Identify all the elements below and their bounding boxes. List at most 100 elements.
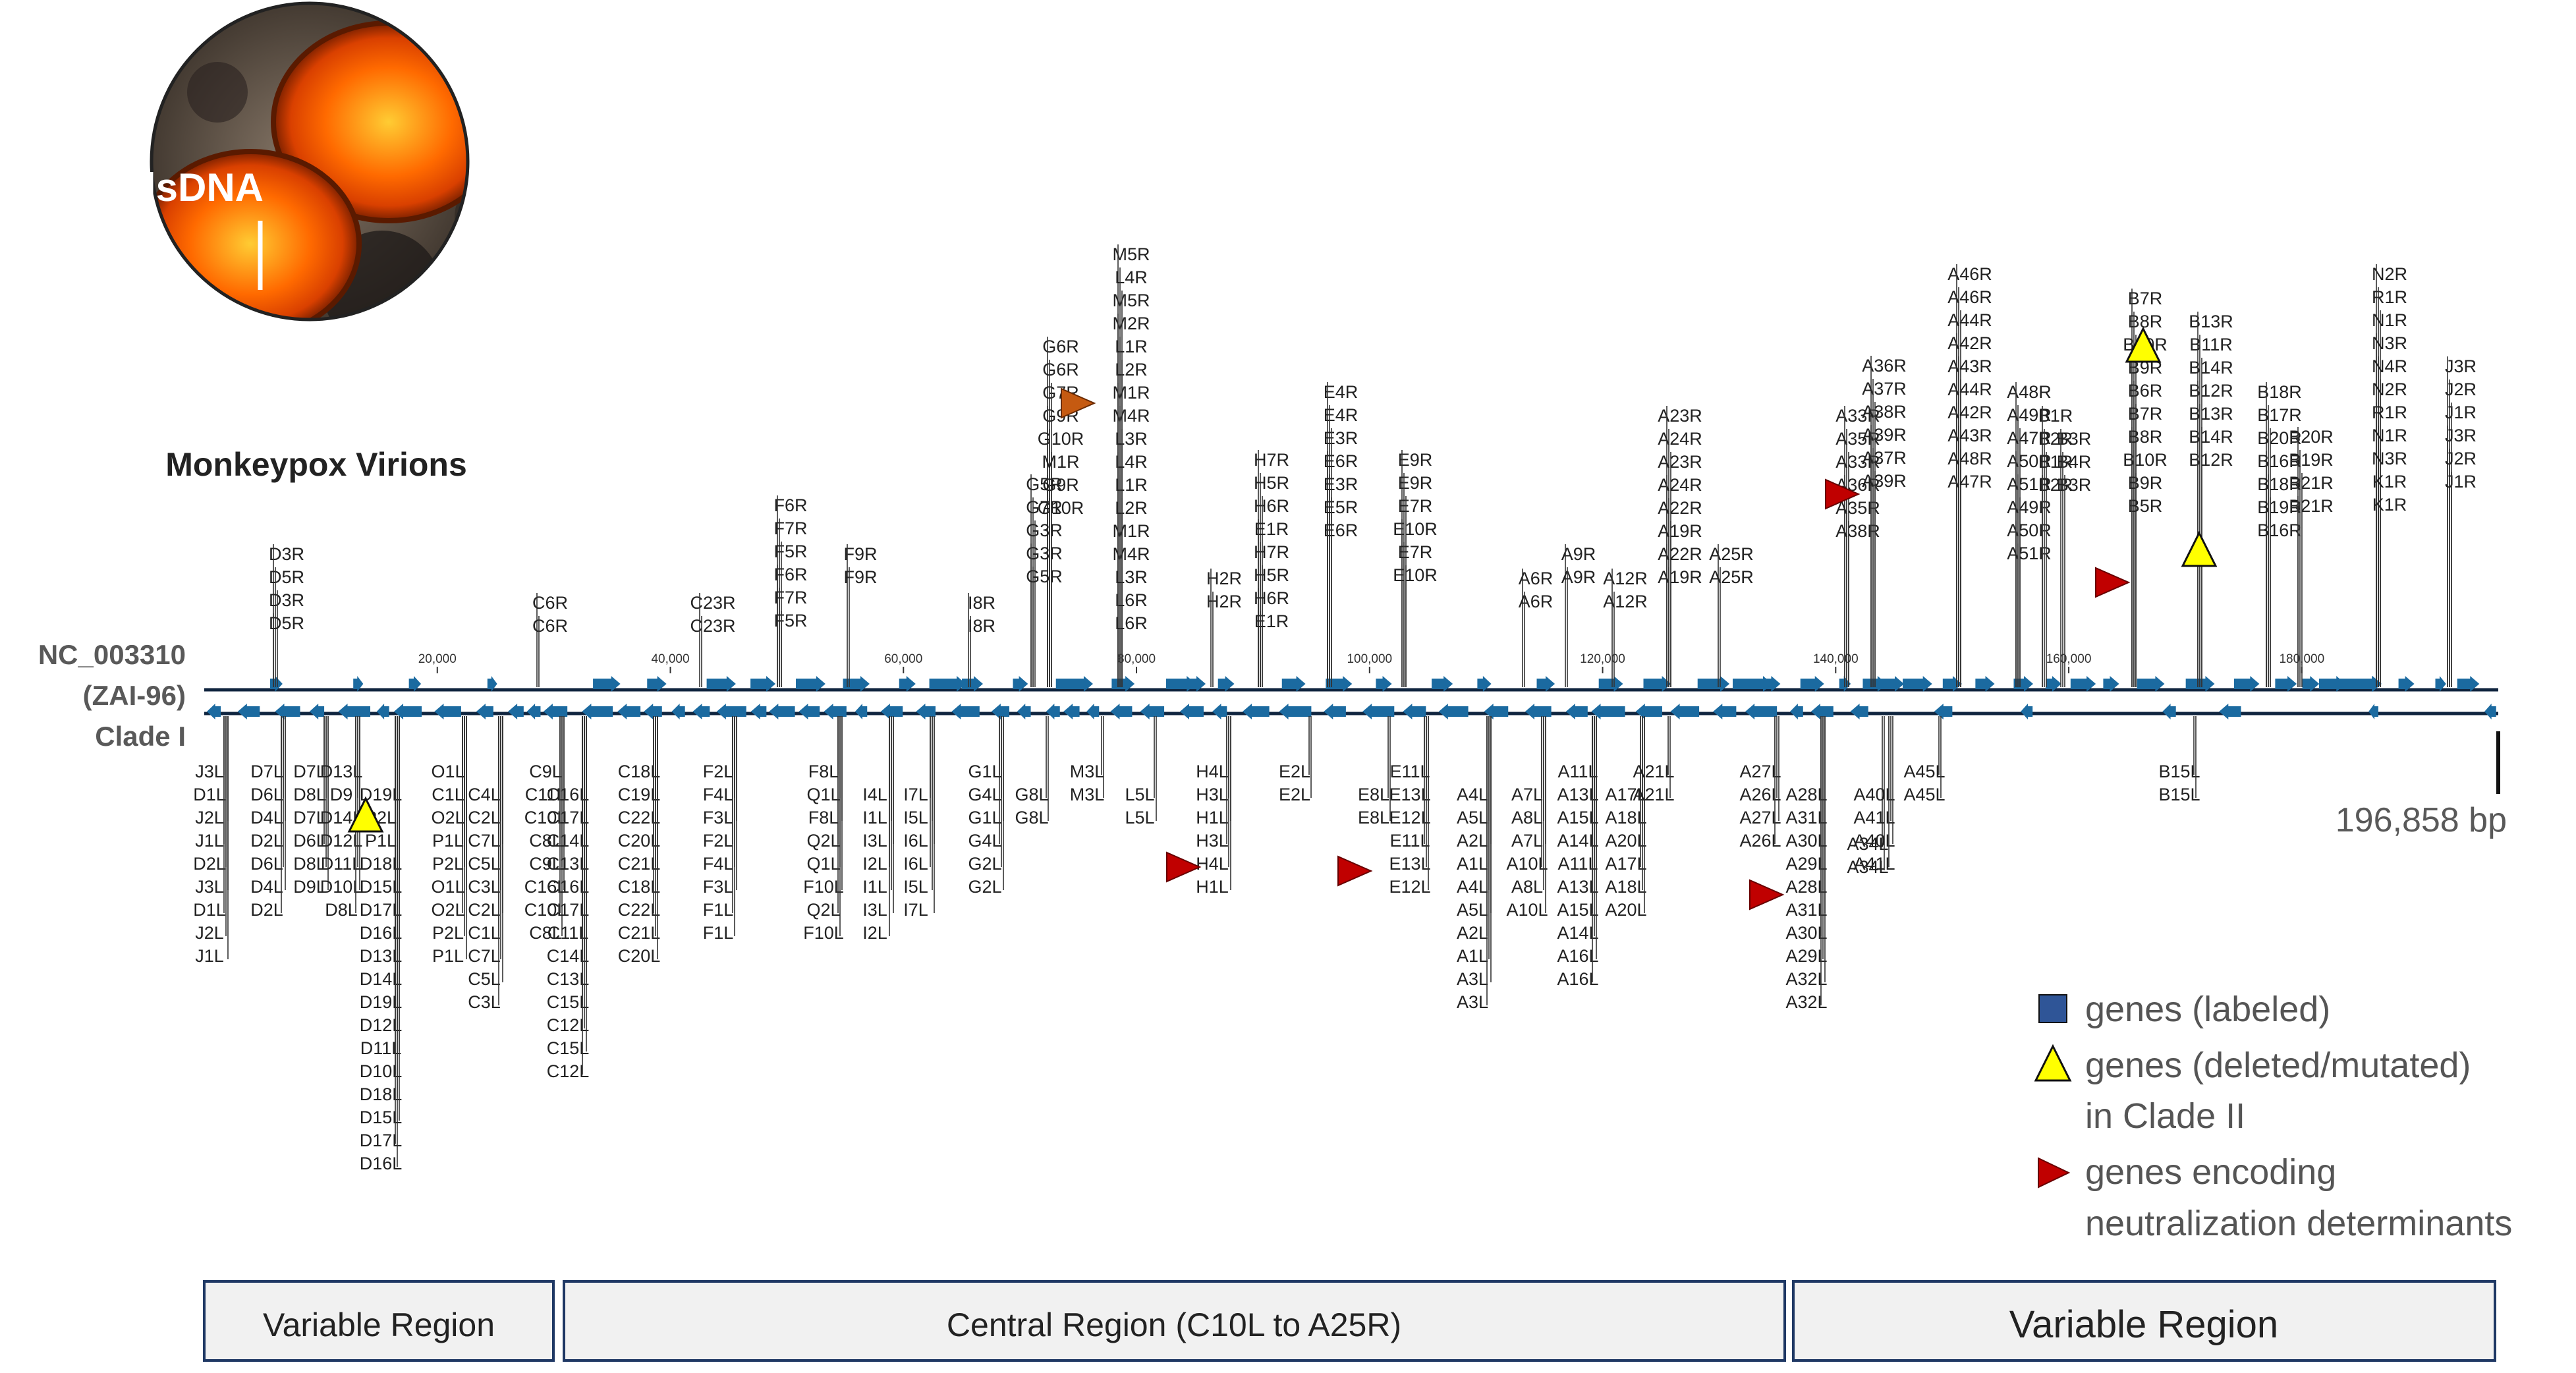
gene-label-above: B10R — [2123, 450, 2168, 470]
gene-arrow-reverse — [1745, 704, 1778, 719]
gene-label-below: O1L — [431, 877, 464, 897]
gene-label-above: B7R — [2128, 289, 2163, 308]
gene-arrow-reverse — [376, 704, 389, 719]
legend-yellow-triangle-icon — [2034, 1044, 2072, 1082]
region-central-label: Central Region (C10L to A25R) — [947, 1306, 1401, 1343]
gene-label-below: F10L — [803, 877, 844, 897]
gene-label-below: A32L — [1785, 969, 1827, 989]
gene-label-above: A22R — [1658, 544, 1702, 564]
gene-label-above: A38R — [1862, 402, 1907, 422]
gene-label-below: A16L — [1557, 946, 1598, 966]
gene-label-below: A3L — [1457, 992, 1488, 1012]
gene-label-above: E9R — [1398, 473, 1433, 493]
gene-label-above: M4R — [1112, 544, 1150, 564]
gene-arrow-forward — [487, 676, 497, 692]
gene-arrow-reverse — [237, 704, 260, 719]
gene-label-below: J1L — [195, 831, 224, 851]
gene-label-below: D1L — [193, 900, 226, 920]
gene-label-below: I6L — [903, 831, 928, 851]
region-variable-right — [1792, 1280, 2496, 1362]
gene-label-below: Q1L — [806, 785, 840, 804]
gene-label-above: L4R — [1115, 452, 1148, 472]
gene-label-above: B16R — [2257, 520, 2302, 540]
gene-arrow-reverse — [338, 704, 371, 719]
gene-label-above: E6R — [1324, 451, 1358, 471]
gene-label-above: B12R — [2189, 381, 2233, 401]
gene-label-below: E12L — [1389, 877, 1430, 897]
gene-label-below: A40L — [1853, 785, 1895, 804]
gene-label-below: A40L — [1853, 831, 1895, 851]
gene-label-above: M5R — [1112, 244, 1150, 264]
scale-tick-label: 100,000 — [1347, 652, 1392, 666]
gene-arrow-forward — [1733, 676, 1772, 692]
gene-label-above: B3R — [2057, 475, 2092, 495]
gene-label-above: B11R — [2189, 335, 2233, 354]
gene-markers — [347, 326, 2218, 911]
gene-label-below: F3L — [703, 877, 734, 897]
gene-label-above: F6R — [773, 565, 807, 584]
gene-arrow-reverse — [671, 704, 685, 719]
gene-label-above: N2R — [2372, 264, 2407, 284]
gene-label-below: D9 — [330, 785, 353, 804]
gene-arrow-forward — [1376, 676, 1392, 692]
region-variable-left — [203, 1280, 555, 1362]
gene-arrow-reverse — [1086, 704, 1100, 719]
gene-label-below: G2L — [968, 877, 1001, 897]
gene-label-below: A10L — [1506, 900, 1548, 920]
gene-label-above: J1R — [2445, 403, 2477, 422]
gene-label-below: A27L — [1739, 762, 1781, 781]
gene-arrow-reverse — [2219, 704, 2241, 719]
gene-label-above: B5R — [2128, 496, 2163, 516]
gene-arrow-reverse — [1362, 704, 1395, 719]
gene-arrow-reverse — [1565, 704, 1588, 719]
gene-arrow-forward — [2398, 676, 2415, 692]
gene-label-below: E2L — [1279, 785, 1310, 804]
gene-arrow-reverse — [1484, 704, 1509, 719]
gene-label-above: J3R — [2445, 426, 2477, 445]
gene-label-below: P1L — [432, 946, 464, 966]
gene-label-below: H3L — [1196, 785, 1229, 804]
gene-label-below: C9L — [529, 854, 562, 874]
gene-label-below: J2L — [195, 923, 224, 943]
gene-label-above: B16R — [2257, 451, 2302, 471]
gene-arrow-reverse — [1438, 704, 1469, 719]
gene-label-below: F1L — [703, 900, 734, 920]
gene-label-below: A17L — [1605, 854, 1646, 874]
gene-label-above: A48R — [1947, 449, 1992, 468]
gene-label-above: B13R — [2189, 404, 2233, 424]
gene-arrow-forward — [647, 676, 667, 692]
gene-label-below: A29L — [1785, 946, 1827, 966]
gene-arrow-reverse — [769, 704, 795, 719]
gene-label-below: Q2L — [806, 900, 840, 920]
gene-arrow-reverse — [476, 704, 493, 719]
gene-label-above: B13R — [2189, 312, 2233, 331]
gene-label-above: A42R — [1947, 403, 1992, 422]
gene-label-above: N3R — [2372, 449, 2407, 468]
gene-arrow-forward — [2457, 676, 2480, 692]
gene-arrow-forward — [2013, 676, 2034, 692]
gene-arrow-forward — [2103, 676, 2119, 692]
region-variable-left-label: Variable Region — [263, 1306, 495, 1343]
gene-label-below: A4L — [1457, 785, 1488, 804]
gene-label-below: C1L — [468, 923, 501, 943]
gene-label-below: B15L — [2158, 762, 2200, 781]
gene-label-above: A44R — [1947, 310, 1992, 330]
gene-label-below: E8L — [1358, 808, 1389, 827]
gene-label-above: M2R — [1112, 314, 1150, 333]
gene-label-below: C5L — [468, 854, 501, 874]
gene-label-below: C7L — [468, 831, 501, 851]
gene-label-below: I1L — [862, 808, 887, 827]
gene-arrow-reverse — [2162, 704, 2176, 719]
gene-label-above: B21R — [2289, 496, 2334, 516]
gene-label-above: K1R — [2372, 495, 2407, 515]
gene-arrow-forward — [2435, 676, 2446, 692]
strain-label: (ZAI-96) — [83, 680, 186, 711]
gene-label-below: I7L — [903, 900, 928, 920]
gene-label-below: E11L — [1389, 762, 1430, 781]
gene-label-below: E13L — [1389, 854, 1430, 874]
gene-label-above: G5R — [1026, 474, 1063, 494]
gene-label-below: C2L — [468, 900, 501, 920]
gene-label-above: A39R — [1862, 425, 1907, 445]
mutated-gene-marker-icon — [2125, 326, 2162, 363]
gene-label-below: F10L — [803, 923, 844, 943]
